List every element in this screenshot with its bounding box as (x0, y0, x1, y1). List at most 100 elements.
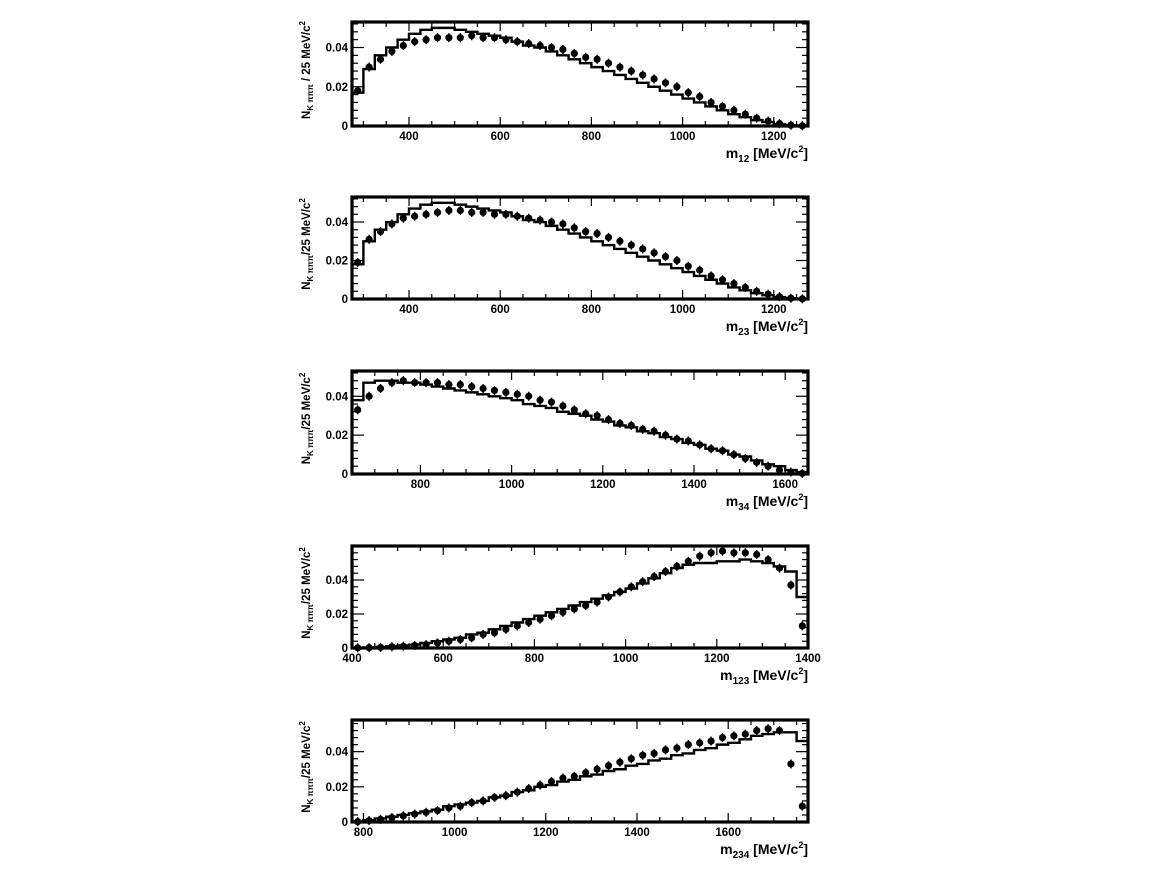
data-point (570, 49, 578, 57)
data-point (513, 788, 521, 796)
data-point (479, 208, 487, 216)
data-point (593, 765, 601, 773)
data-point (639, 578, 647, 586)
x-tick-label: 1400 (681, 479, 707, 491)
y-tick-label: 0 (342, 121, 348, 133)
y-axis-title-part: 2 (298, 198, 307, 203)
histogram-line (350, 558, 810, 650)
data-point (661, 253, 670, 261)
x-axis-title-part: 2 (798, 317, 803, 327)
data-point (661, 567, 670, 576)
data-point (753, 114, 761, 122)
x-tick-label: 1200 (704, 653, 730, 665)
x-tick-label: 800 (354, 827, 373, 839)
y-tick-label: 0 (342, 643, 348, 655)
data-point (730, 549, 738, 557)
data-point (536, 41, 544, 50)
data-point (376, 228, 385, 236)
x-tick-label: 1000 (670, 304, 696, 316)
x-axis-title: m34 [MeV/c2] (726, 492, 808, 513)
data-point (718, 102, 727, 110)
data-point (593, 598, 601, 606)
data-point (547, 777, 556, 786)
data-point (490, 386, 499, 395)
y-axis-title-part: 2 (298, 372, 307, 377)
data-point (502, 388, 510, 396)
y-tick-label: 0 (342, 294, 348, 306)
data-point (741, 454, 749, 463)
data-point (502, 625, 510, 633)
data-point (411, 379, 419, 387)
data-point (570, 772, 578, 780)
x-tick-label: 1600 (715, 827, 741, 839)
data-point (604, 762, 613, 770)
data-point (707, 549, 715, 557)
data-point (684, 741, 692, 749)
data-point (593, 55, 601, 63)
x-tick-label: 1400 (795, 653, 821, 665)
y-tick-label: 0.02 (326, 256, 348, 268)
y-tick-label: 0.02 (326, 430, 348, 442)
y-tick-label: 0.02 (326, 782, 348, 794)
data-point (627, 241, 635, 249)
data-point (445, 381, 453, 389)
x-axis-title-part: m (726, 145, 738, 161)
x-tick-label: 1000 (670, 131, 696, 143)
x-tick-label: 1200 (761, 304, 787, 316)
data-point (445, 637, 453, 645)
data-point (479, 34, 487, 42)
y-axis-title-part: /25 MeV/c (301, 725, 313, 778)
x-tick-label: 1000 (613, 653, 639, 665)
data-point (433, 639, 442, 647)
panel-m123: 400 600 800 1000 1200 1400 0 0.02 0.04 m123 [MeV/… (298, 544, 821, 687)
data-point (399, 812, 407, 820)
data-point (525, 392, 533, 400)
histogram-line (350, 201, 810, 301)
data-point (787, 760, 795, 768)
data-point (570, 406, 578, 414)
plot-frame (350, 195, 810, 301)
data-point (445, 206, 453, 215)
data-point (422, 36, 430, 44)
data-point (627, 583, 635, 591)
data-point (468, 208, 476, 216)
y-axis-title-part: 2 (298, 547, 307, 552)
data-point (696, 266, 704, 274)
y-axis-title: NK πππ/25 MeV/c2 (298, 721, 315, 813)
y-axis-title-part: K πππ (306, 604, 315, 630)
data-point (741, 730, 749, 738)
data-point (616, 63, 624, 71)
y-axis-title-part: N (301, 111, 313, 119)
data-point (764, 725, 772, 733)
data-point (456, 635, 464, 644)
y-axis-title: NK πππ/25 MeV/c2 (298, 372, 315, 464)
y-axis-title-part: N (301, 804, 313, 812)
data-point (388, 47, 396, 56)
data-point (433, 208, 442, 216)
data-point (582, 228, 590, 236)
x-axis-title-part: [MeV/c (749, 841, 798, 857)
x-axis-title-part: ] (803, 318, 808, 334)
data-point (639, 751, 647, 759)
y-axis-title: NK πππ/25 MeV/c2 (298, 198, 315, 290)
data-point (468, 382, 476, 391)
data-point (593, 229, 601, 238)
data-point (525, 784, 533, 793)
data-point (547, 398, 556, 406)
data-point (753, 287, 761, 295)
data-point (433, 806, 442, 815)
data-point (627, 755, 635, 763)
data-point (582, 410, 590, 418)
y-axis-title-part: 2 (298, 20, 307, 25)
data-point (684, 437, 692, 445)
x-tick-label: 1200 (761, 131, 787, 143)
data-point (684, 557, 692, 565)
data-point (604, 415, 613, 424)
y-tick-label: 0.04 (326, 43, 349, 55)
x-axis-title: m12 [MeV/c2] (726, 144, 808, 165)
data-point (741, 283, 749, 292)
data-point (798, 622, 806, 630)
x-axis-title-part: 2 (798, 666, 803, 676)
data-point (433, 379, 442, 387)
